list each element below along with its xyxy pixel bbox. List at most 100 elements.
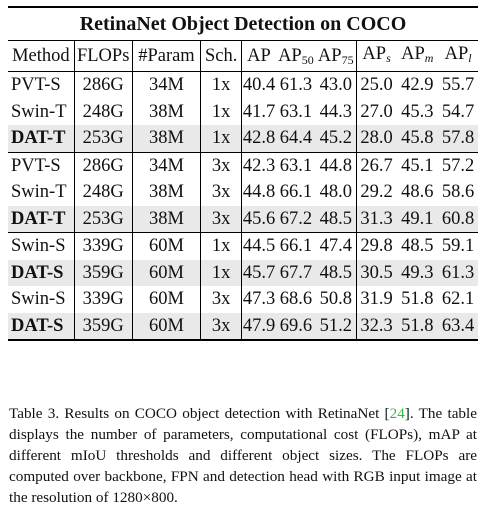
cell-flops: 286G xyxy=(74,71,133,99)
cell-method: Swin-S xyxy=(8,232,75,260)
cell-sch: 3x xyxy=(200,312,243,341)
cell-ap: 42.8 xyxy=(241,125,276,152)
cell-ap50: 61.3 xyxy=(279,75,313,96)
cell-sch: 1x xyxy=(200,98,243,125)
cell-params: 60M xyxy=(132,259,202,286)
cell-aps: 31.3 xyxy=(356,205,397,233)
cell-flops: 253G xyxy=(74,125,133,152)
cell-params: 34M xyxy=(132,151,202,179)
cell-aps: 29.2 xyxy=(360,182,393,203)
cell-params: 34M xyxy=(132,71,202,99)
header-aps: APs xyxy=(356,40,397,72)
cell-apm: 49.3 xyxy=(396,259,439,286)
cell-ap: 44.8 xyxy=(242,182,276,203)
cell-apm: 42.9 xyxy=(401,75,434,96)
cell-method: PVT-S xyxy=(8,71,75,99)
cell-sch: 3x xyxy=(200,151,243,179)
table-row: Swin-T 248G 38M 1x 41.7 63.1 44.3 27.0 45.3 54.7 xyxy=(8,98,478,125)
cell-aps: 31.9 xyxy=(360,289,393,310)
cell-ap50: 68.6 xyxy=(279,289,313,310)
table-row: PVT-S 286G 34M 1x 40.4 61.3 43.0 25.0 42.9 55.7 xyxy=(8,71,478,99)
cell-method: DAT-T xyxy=(8,125,75,152)
cell-params: 60M xyxy=(132,312,202,341)
cell-ap50: 66.1 xyxy=(275,232,316,260)
cell-sch: 1x xyxy=(200,259,243,286)
cell-apm: 45.3 xyxy=(401,101,434,122)
cell-ap: 44.5 xyxy=(241,232,276,260)
header-ap: AP xyxy=(241,40,276,72)
cell-sch: 3x xyxy=(200,179,243,206)
cell-ap50: 63.1 xyxy=(275,151,316,179)
results-table-container: RetinaNet Object Detection on COCO Metho… xyxy=(8,6,478,341)
cell-ap50: 69.6 xyxy=(275,312,316,341)
header-ap50: AP50 xyxy=(275,40,316,72)
cell-flops: 339G xyxy=(74,232,133,260)
cell-flops: 248G xyxy=(74,179,133,206)
header-sch: Sch. xyxy=(200,40,243,72)
table-body: PVT-S 286G 34M 1x 40.4 61.3 43.0 25.0 42.9 55.7 Sw… xyxy=(8,71,478,341)
cell-apl: 55.7 xyxy=(441,75,475,96)
cell-params: 38M xyxy=(132,98,202,125)
cell-apl: 63.4 xyxy=(438,312,478,341)
cell-sch: 1x xyxy=(200,71,243,99)
header-params: #Param xyxy=(132,40,202,72)
cell-ap50: 67.2 xyxy=(275,205,316,233)
citation-link[interactable]: 24 xyxy=(389,405,405,422)
table-row: DAT-T 253G 38M 3x 45.6 67.2 48.5 31.3 49.1 60.8 xyxy=(8,205,478,233)
cell-aps: 27.0 xyxy=(360,101,393,122)
cell-ap75: 48.5 xyxy=(315,205,357,233)
cell-aps: 30.5 xyxy=(356,259,397,286)
cell-sch: 3x xyxy=(200,205,243,233)
cell-method: PVT-S xyxy=(8,151,75,179)
cell-sch: 1x xyxy=(200,125,243,152)
cell-ap: 40.4 xyxy=(242,75,276,96)
cell-params: 38M xyxy=(132,205,202,233)
header-method: Method xyxy=(8,40,75,72)
table-caption: Table 3. Results on COCO object detectio… xyxy=(9,405,477,506)
cell-flops: 286G xyxy=(74,151,133,179)
cell-apl: 54.7 xyxy=(441,101,475,122)
cell-sch: 1x xyxy=(200,232,243,260)
cell-aps: 26.7 xyxy=(356,151,397,179)
cell-apm: 49.1 xyxy=(396,205,439,233)
cell-params: 38M xyxy=(132,125,202,152)
cell-sch: 3x xyxy=(200,286,243,313)
cell-aps: 32.3 xyxy=(356,312,397,341)
cell-ap75: 48.5 xyxy=(315,259,357,286)
cell-apl: 57.8 xyxy=(438,125,478,152)
cell-flops: 359G xyxy=(74,312,133,341)
cell-method: DAT-T xyxy=(8,205,75,233)
cell-ap75: 47.4 xyxy=(315,232,357,260)
cell-flops: 248G xyxy=(74,98,133,125)
cell-apl: 62.1 xyxy=(441,289,475,310)
cell-ap: 41.7 xyxy=(242,101,276,122)
cell-ap75: 48.0 xyxy=(315,179,357,206)
cell-apm: 48.6 xyxy=(401,182,434,203)
cell-apl: 57.2 xyxy=(438,151,478,179)
cell-aps: 28.0 xyxy=(356,125,397,152)
cell-apm: 48.5 xyxy=(396,232,439,260)
cell-apm: 51.8 xyxy=(401,289,434,310)
table-title: RetinaNet Object Detection on COCO xyxy=(8,6,478,40)
cell-aps: 29.8 xyxy=(356,232,397,260)
cell-apm: 45.8 xyxy=(396,125,439,152)
table-row: Swin-S 339G 60M 3x 47.3 68.6 50.8 31.9 51.8 62.1 xyxy=(8,286,478,313)
header-apl: APl xyxy=(438,40,478,72)
cell-flops: 359G xyxy=(74,259,133,286)
header-apm: APm xyxy=(396,40,439,72)
cell-ap: 47.3 xyxy=(242,289,276,310)
cell-apm: 45.1 xyxy=(396,151,439,179)
cell-method: Swin-T xyxy=(8,179,75,206)
table-row: DAT-T 253G 38M 1x 42.8 64.4 45.2 28.0 45.8 57.8 xyxy=(8,125,478,152)
cell-method: DAT-S xyxy=(8,312,75,341)
header-flops: FLOPs xyxy=(74,40,133,72)
table-row: Swin-T 248G 38M 3x 44.8 66.1 48.0 29.2 48.6 58.6 xyxy=(8,179,478,206)
cell-ap75: 50.8 xyxy=(315,286,357,313)
header-row: Method FLOPs #Param Sch. AP AP50 AP75 AP… xyxy=(8,40,478,72)
results-table: RetinaNet Object Detection on COCO Metho… xyxy=(8,6,478,341)
cell-ap50: 67.7 xyxy=(275,259,316,286)
cell-method: DAT-S xyxy=(8,259,75,286)
cell-ap75: 44.3 xyxy=(315,98,357,125)
cell-apm: 51.8 xyxy=(396,312,439,341)
cell-apl: 60.8 xyxy=(438,205,478,233)
